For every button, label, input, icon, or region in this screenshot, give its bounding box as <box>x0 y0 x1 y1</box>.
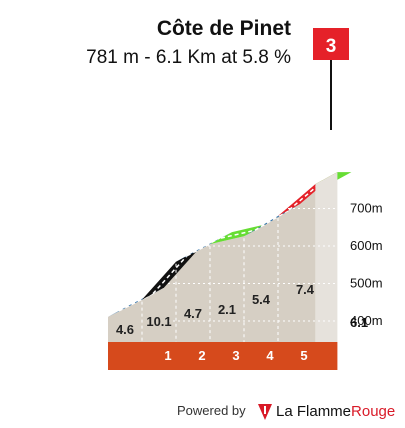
powered-by-text: Powered by <box>177 403 246 418</box>
distance-band <box>108 342 338 370</box>
profile-front-face <box>108 184 316 342</box>
segment-centerline <box>152 255 188 295</box>
altitude-tick-label: 400m <box>350 313 383 328</box>
footer-branding: Powered by La FlammeRouge <box>177 403 395 420</box>
gradient-labels: 4.6 10.1 4.7 2.1 5.4 7.4 <box>116 282 315 337</box>
segment-centerline <box>220 229 256 239</box>
km-marker-label: 4 <box>266 348 274 363</box>
chart-title: Côte de Pinet <box>157 17 291 40</box>
category-flag: 3 <box>313 28 349 130</box>
gradient-label: 7.4 <box>296 282 315 297</box>
gradient-segment <box>142 249 198 300</box>
km-marker-label: 1 <box>164 348 171 363</box>
altitude-tick-label: 500m <box>350 276 383 291</box>
segment-centerline <box>288 177 327 211</box>
total-distance-label: 6.1 <box>350 315 368 330</box>
chart-subtitle: 781 m - 6.1 Km at 5.8 % <box>86 47 291 68</box>
altitude-axis: 400m 500m 600m 700m <box>350 201 383 329</box>
gradient-label: 2.1 <box>218 302 236 317</box>
km-marker-label: 5 <box>300 348 307 363</box>
profile-area <box>108 172 352 370</box>
km-marker-label: 3 <box>232 348 239 363</box>
segment-centerline <box>186 237 222 257</box>
altitude-tick-label: 700m <box>350 201 383 216</box>
gradient-label: 4.6 <box>116 322 134 337</box>
altitude-gridlines <box>141 208 345 342</box>
gradient-label: 10.1 <box>146 314 171 329</box>
km-marker-label: 2 <box>198 348 205 363</box>
brand-name-part1: La Flamme <box>276 403 351 420</box>
category-label: 3 <box>326 36 337 57</box>
altitude-tick-label: 600m <box>350 238 383 253</box>
gradient-label: 4.7 <box>184 306 202 321</box>
brand-name-part2: Rouge <box>351 403 395 420</box>
km-markers: 1 2 3 4 5 <box>164 348 307 363</box>
flag-banner <box>313 28 349 60</box>
gradient-label: 5.4 <box>252 292 271 307</box>
brand-name: La FlammeRouge <box>276 403 395 420</box>
profile-back-face <box>315 172 338 342</box>
